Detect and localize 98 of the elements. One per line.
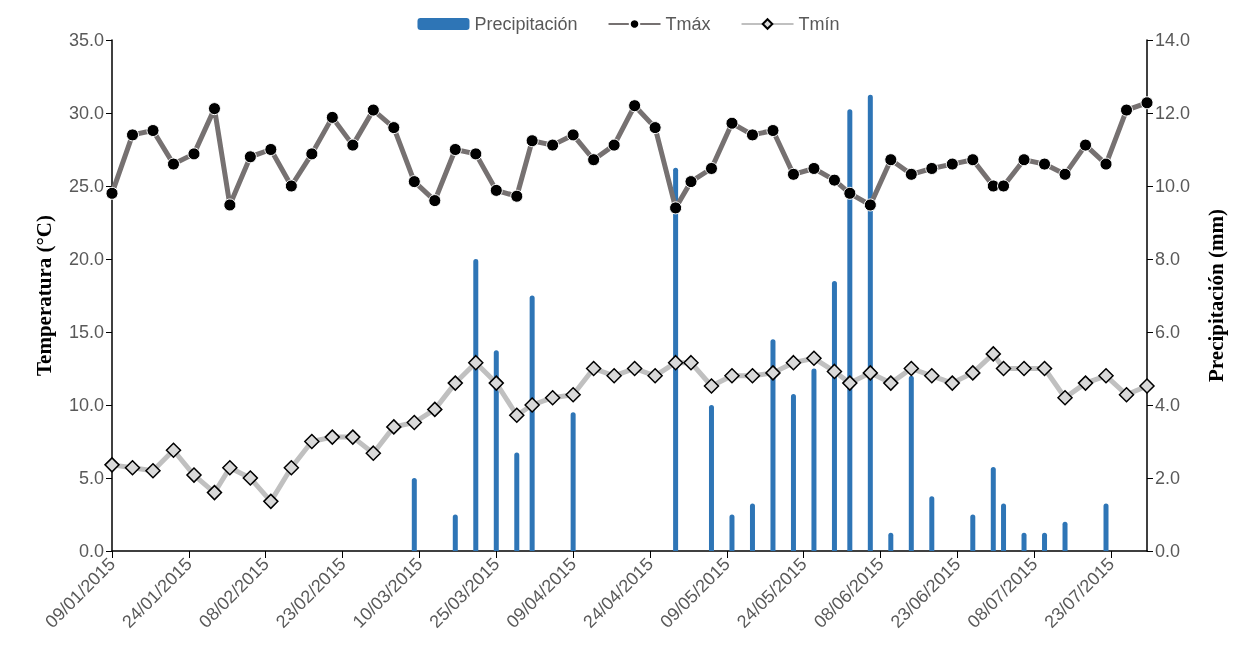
point [647, 368, 663, 384]
point [324, 429, 341, 445]
y-tick-label: 15.0 [68, 322, 104, 342]
bar [493, 350, 499, 551]
point [304, 433, 320, 450]
point [186, 467, 202, 483]
point [683, 354, 699, 371]
y2-tick-label: 8.0 [1155, 249, 1181, 269]
point [1139, 378, 1155, 394]
y2-tick-label: 12.0 [1155, 103, 1191, 123]
y2-tick-label: 14.0 [1155, 30, 1191, 50]
point [1098, 368, 1114, 384]
bar [452, 514, 458, 551]
y2-tick-label: 10.0 [1155, 176, 1191, 196]
point [263, 493, 279, 510]
point [447, 375, 464, 391]
point [104, 457, 120, 473]
y-tick-label: 25.0 [68, 176, 104, 196]
point [165, 442, 182, 459]
point [488, 375, 505, 391]
bar [411, 478, 417, 551]
point [985, 346, 1002, 362]
point [365, 445, 382, 461]
y-tick-label: 35.0 [68, 30, 104, 50]
point [667, 354, 684, 371]
bar [770, 339, 776, 551]
point [606, 368, 622, 384]
y-tick-label: 5.0 [78, 468, 104, 488]
bar [749, 503, 755, 551]
point [1077, 375, 1094, 391]
point [744, 368, 761, 384]
y-tick-label: 20.0 [68, 249, 104, 269]
bar [867, 94, 873, 551]
point [806, 350, 822, 367]
bar [473, 259, 479, 551]
bar [970, 514, 976, 551]
point [1057, 389, 1073, 406]
y2-tick-label: 0.0 [1155, 541, 1181, 561]
point [124, 460, 141, 476]
bar [990, 467, 996, 551]
point [222, 460, 238, 476]
bar [570, 412, 576, 551]
y-tick-label: 0.0 [78, 541, 104, 561]
bar [673, 167, 679, 551]
point [524, 397, 540, 413]
point [406, 414, 423, 431]
point [1036, 360, 1053, 377]
point [206, 484, 223, 501]
point [765, 365, 781, 381]
legend-label: Precipitación [474, 14, 578, 34]
point [468, 354, 484, 371]
y2-tick-label: 2.0 [1155, 468, 1181, 488]
bar [529, 295, 535, 551]
point [903, 360, 920, 377]
point [509, 407, 525, 423]
point [965, 365, 981, 381]
point [386, 419, 402, 435]
point [565, 387, 581, 403]
point [785, 354, 802, 371]
point [995, 360, 1012, 377]
point [862, 365, 879, 381]
y-axis-title: Temperatura (°C) [31, 214, 56, 377]
bar [1103, 503, 1109, 551]
y-tick-label: 30.0 [68, 103, 104, 123]
point [944, 375, 961, 391]
bar [908, 375, 914, 551]
point [826, 363, 843, 380]
bar [847, 109, 853, 551]
point [1016, 360, 1032, 377]
point [242, 470, 259, 486]
point [585, 360, 602, 377]
point [345, 429, 361, 445]
point [626, 360, 643, 377]
bar [929, 496, 935, 551]
point [883, 375, 899, 391]
legend-label: Tmín [798, 14, 840, 34]
point [703, 378, 720, 394]
point [427, 401, 443, 418]
bar [729, 514, 735, 551]
y-tick-label: 10.0 [68, 395, 104, 415]
y2-tick-label: 4.0 [1155, 395, 1181, 415]
bar [1001, 503, 1007, 551]
y2-tick-label: 6.0 [1155, 322, 1181, 342]
bar [708, 405, 714, 551]
point [724, 368, 740, 384]
point [1118, 387, 1135, 403]
bar [1062, 521, 1068, 551]
point [145, 462, 161, 479]
y2-axis-title: Precipitación (mm) [1203, 209, 1228, 382]
bar [811, 368, 817, 551]
bar [831, 280, 837, 551]
bar [514, 452, 520, 551]
point [842, 375, 858, 391]
point [924, 368, 940, 384]
point [283, 460, 300, 476]
point [544, 389, 561, 406]
bar [790, 394, 796, 551]
legend-label: Tmáx [665, 14, 711, 34]
